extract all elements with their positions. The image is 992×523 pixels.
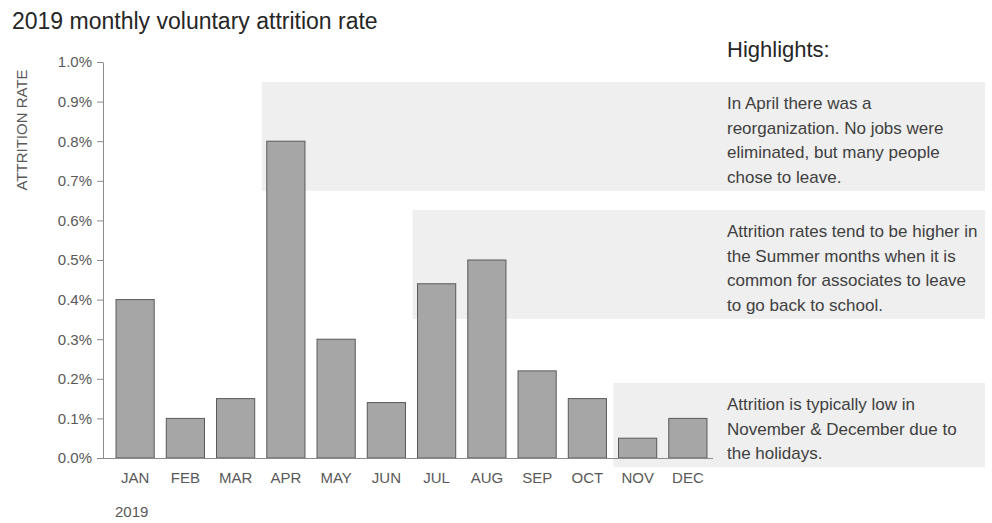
annotation-line: common for associates to leave <box>727 271 966 290</box>
y-tick-mark <box>97 102 103 103</box>
y-tick-mark <box>97 300 103 301</box>
bar <box>166 418 204 458</box>
x-tick-label: FEB <box>171 469 200 486</box>
x-tick: JAN <box>121 458 149 486</box>
bar <box>518 371 556 458</box>
bars <box>116 141 707 458</box>
y-tick-mark <box>97 141 103 142</box>
x-tick-label: JUL <box>423 469 450 486</box>
annotation-box <box>614 383 985 467</box>
x-tick-label: MAR <box>219 469 253 486</box>
annotation-line: In April there was a <box>727 94 872 113</box>
annotation-text: In April there was a reorganization. No j… <box>727 94 943 187</box>
bar <box>217 399 255 458</box>
bar <box>116 300 154 458</box>
y-tick: 0.2% <box>58 370 103 387</box>
y-tick-label: 0.6% <box>58 212 92 229</box>
bar <box>267 141 305 458</box>
annotation-line: the holidays. <box>727 444 822 463</box>
y-tick-mark <box>97 220 103 221</box>
y-tick-label: 0.7% <box>58 172 92 189</box>
y-tick-label: 0.1% <box>58 410 92 427</box>
x-tick-label: MAY <box>320 469 351 486</box>
x-tick: OCT <box>572 458 604 486</box>
annotation-box <box>262 82 985 191</box>
y-tick: 0.4% <box>58 291 103 308</box>
bar <box>468 260 506 458</box>
annotation-title: Highlights: <box>727 37 830 62</box>
x-tick: JUL <box>423 458 450 486</box>
y-tick: 0.6% <box>58 212 103 229</box>
annotation-line: the Summer months when it is <box>727 247 956 266</box>
x-tick: MAR <box>219 458 253 486</box>
bar <box>568 399 606 458</box>
bar <box>619 438 657 458</box>
y-tick-label: 0.9% <box>58 93 92 110</box>
annotation-text: Attrition is typically low in November & … <box>727 395 957 463</box>
annotation-boxes <box>262 82 985 467</box>
x-tick: NOV <box>621 458 654 486</box>
annotations: In April there was a reorganization. No j… <box>727 94 977 463</box>
y-tick-label: 0.2% <box>58 370 92 387</box>
y-tick: 0.9% <box>58 93 103 110</box>
x-tick-label: NOV <box>621 469 654 486</box>
annotation-line: to go back to school. <box>727 296 883 315</box>
x-tick: MAY <box>320 458 351 486</box>
x-axis: JAN FEB MAR APR MAY JUN JUL AUG SEP OCT NOV DEC <box>103 458 713 486</box>
annotation-text: Attrition rates tend to be higher in the … <box>727 222 977 315</box>
y-axis-line <box>103 63 104 459</box>
y-tick: 0.3% <box>58 331 103 348</box>
annotation-line: Attrition rates tend to be higher in <box>727 222 977 241</box>
annotation-line: November & December due to <box>727 420 957 439</box>
x-tick-label: APR <box>270 469 301 486</box>
bar <box>418 284 456 458</box>
x-tick: DEC <box>672 458 704 486</box>
y-tick-mark <box>97 181 103 182</box>
x-tick-label: DEC <box>672 469 704 486</box>
y-tick-label: 0.0% <box>58 449 92 466</box>
y-tick-mark <box>97 62 103 63</box>
y-tick: 0.1% <box>58 410 103 427</box>
y-tick: 1.0% <box>58 53 103 70</box>
y-tick-label: 1.0% <box>58 53 92 70</box>
y-tick-mark <box>97 458 103 459</box>
title: 2019 monthly voluntary attrition rate <box>12 8 378 34</box>
x-tick: JUN <box>372 458 401 486</box>
y-tick-mark <box>97 379 103 380</box>
y-tick: 0.7% <box>58 172 103 189</box>
y-tick-mark <box>97 339 103 340</box>
x-tick-label: JAN <box>121 469 149 486</box>
y-tick-label: 0.8% <box>58 133 92 150</box>
y-tick-mark <box>97 260 103 261</box>
x-tick-label: JUN <box>372 469 401 486</box>
y-tick: 0.8% <box>58 133 103 150</box>
annotation-line: chose to leave. <box>727 168 841 187</box>
annotation-line: reorganization. No jobs were <box>727 119 943 138</box>
annotation-line: eliminated, but many people <box>727 143 940 162</box>
x-axis-line <box>103 458 713 459</box>
bar <box>317 339 355 458</box>
x-tick: FEB <box>171 458 200 486</box>
chart: In April there was a reorganization. No j… <box>0 0 992 523</box>
y-tick-label: 0.5% <box>58 251 92 268</box>
x-tick-label: AUG <box>471 469 504 486</box>
y-tick-mark <box>97 418 103 419</box>
y-axis-title: ATTRITION RATE <box>13 69 30 190</box>
y-tick-label: 0.4% <box>58 291 92 308</box>
x-axis-title: 2019 <box>115 503 148 520</box>
bar <box>367 403 405 458</box>
x-tick: APR <box>270 458 301 486</box>
x-tick-label: SEP <box>522 469 552 486</box>
x-tick: SEP <box>522 458 552 486</box>
y-tick: 0.0% <box>58 449 103 466</box>
x-tick: AUG <box>471 458 504 486</box>
y-axis: 0.0% 0.1% 0.2% 0.3% 0.4% 0.5% 0.6% 0.7% 0.8% 0.9%… <box>58 53 104 466</box>
y-tick-label: 0.3% <box>58 331 92 348</box>
bar <box>669 418 707 458</box>
x-tick-label: OCT <box>572 469 604 486</box>
y-tick: 0.5% <box>58 251 103 268</box>
annotation-line: Attrition is typically low in <box>727 395 915 414</box>
